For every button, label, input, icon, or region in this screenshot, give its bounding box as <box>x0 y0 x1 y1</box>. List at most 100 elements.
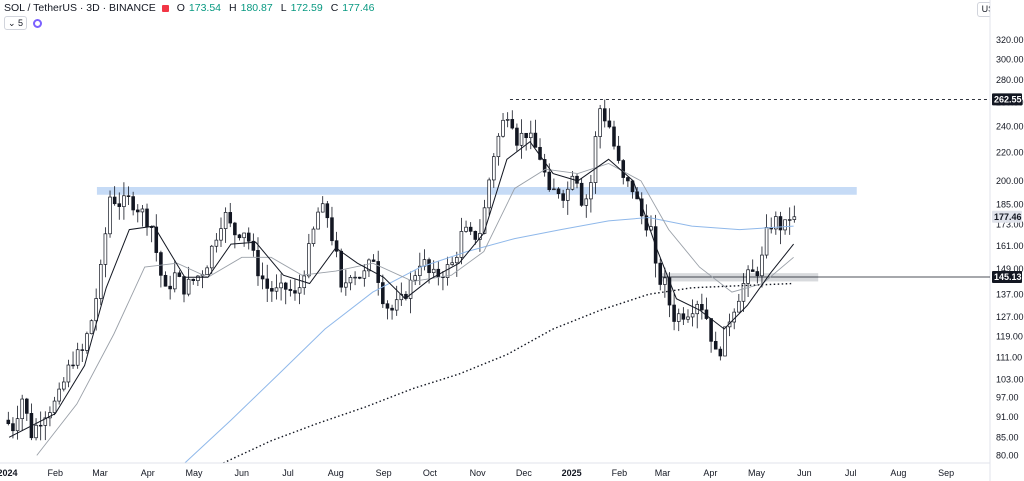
y-tick-label: 137.00 <box>996 289 1024 299</box>
candle <box>658 258 663 291</box>
candle <box>362 264 367 287</box>
candle <box>66 359 71 388</box>
candle <box>348 274 353 291</box>
indicator-row: ⌄ 5 <box>4 16 43 30</box>
candle <box>741 273 746 312</box>
y-tick-label: 320.00 <box>996 35 1024 45</box>
candle <box>246 227 251 250</box>
candle <box>219 217 223 247</box>
candle <box>778 211 783 245</box>
candle <box>353 271 357 286</box>
candle <box>676 308 681 332</box>
x-tick-label: Jul <box>845 468 857 478</box>
x-tick-label: Jul <box>282 468 294 478</box>
candle <box>274 274 279 300</box>
candle <box>464 220 468 233</box>
candle <box>589 174 593 213</box>
candle <box>228 202 233 228</box>
candle <box>223 207 228 243</box>
candle <box>774 211 778 235</box>
x-tick-label: Apr <box>141 468 155 478</box>
zone-0 <box>96 186 857 195</box>
candle <box>186 266 191 297</box>
candle <box>496 133 501 166</box>
candle <box>533 119 538 148</box>
candle <box>468 222 473 236</box>
candle <box>612 120 616 150</box>
candle <box>149 225 154 243</box>
ma-blue-line <box>184 216 794 464</box>
candle <box>325 200 330 228</box>
candle <box>593 131 598 194</box>
candle <box>52 396 57 416</box>
candle <box>482 199 487 235</box>
low-label: L <box>280 2 287 14</box>
candle <box>750 259 755 272</box>
x-tick-label: Sep <box>376 468 392 478</box>
y-tick-label: 185.00 <box>996 199 1024 209</box>
candle <box>163 271 168 287</box>
candle <box>108 190 112 238</box>
x-tick-label: Feb <box>612 468 628 478</box>
candle <box>265 264 270 302</box>
y-tick-label: 240.00 <box>996 121 1024 131</box>
candle <box>25 397 29 421</box>
candle <box>672 293 676 331</box>
candle <box>713 331 718 350</box>
candle <box>519 119 524 159</box>
candle <box>168 275 172 300</box>
candle <box>445 256 450 286</box>
candle <box>783 219 787 235</box>
y-tick-label: 300.00 <box>996 54 1024 64</box>
flag-icon[interactable] <box>161 4 169 12</box>
candle <box>57 382 61 405</box>
candle <box>487 177 491 216</box>
x-tick-label: Jun <box>797 468 812 478</box>
candle <box>492 153 496 188</box>
y-tick-label: 97.00 <box>996 393 1019 403</box>
y-tick-label: 85.00 <box>996 432 1019 442</box>
candle <box>408 271 413 314</box>
candle <box>279 273 283 301</box>
y-tick-label: 119.00 <box>996 331 1023 341</box>
symbol-title[interactable]: SOL / TetherUS · 3D · BINANCE <box>4 2 156 14</box>
candle <box>473 230 478 245</box>
candle <box>787 207 792 235</box>
candle <box>565 181 570 215</box>
y-tick-label: 161.00 <box>996 241 1024 251</box>
candle <box>117 192 122 220</box>
candle <box>307 233 311 279</box>
candle <box>663 267 667 298</box>
candle <box>140 205 145 227</box>
candle <box>112 186 117 206</box>
price-axis <box>990 0 1024 481</box>
x-tick-label: Mar <box>92 468 108 478</box>
candle <box>131 191 135 216</box>
candle <box>418 252 422 286</box>
candle <box>288 279 293 297</box>
x-tick-label: Apr <box>703 468 717 478</box>
price-badge-label: 145.13 <box>994 272 1022 282</box>
settings-icon[interactable] <box>33 18 43 28</box>
candle <box>191 278 196 285</box>
x-tick-label: Aug <box>890 468 906 478</box>
high-value: 180.87 <box>240 2 273 14</box>
candle <box>515 123 519 152</box>
candle <box>196 275 200 287</box>
candle <box>690 299 695 327</box>
candle <box>718 346 723 361</box>
candle <box>552 178 556 191</box>
x-tick-label: May <box>186 468 204 478</box>
candle <box>330 206 334 246</box>
candle <box>422 249 427 271</box>
candle <box>29 403 34 441</box>
candle <box>85 331 89 354</box>
high-label: H <box>229 2 237 14</box>
candle <box>746 265 750 297</box>
candle <box>135 204 140 223</box>
y-tick-label: 103.00 <box>996 375 1024 385</box>
candle <box>371 254 376 262</box>
candle <box>344 269 348 296</box>
interval-button[interactable]: ⌄ 5 <box>4 16 28 30</box>
